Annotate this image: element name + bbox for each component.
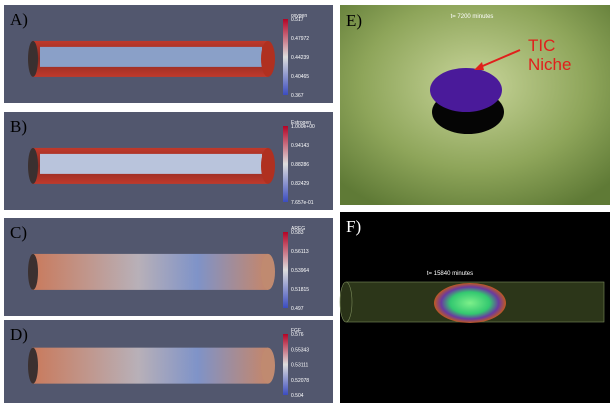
colorbar-tick-label: 0.367 (291, 93, 304, 99)
colorbar-title: AREG (291, 226, 305, 232)
colorbar-tick-label: 0.497 (291, 306, 304, 312)
tumor (434, 283, 506, 323)
colorbar-tick-label: 0.40465 (291, 74, 309, 80)
colorbar-title: FGF (291, 328, 301, 334)
tic-niche-cluster (430, 68, 502, 112)
colorbar-tick-label: 1.000e+00 (291, 124, 315, 130)
duct-end (261, 347, 275, 384)
panel-label: A) (10, 10, 28, 29)
colorbar-tick-label: 0.52078 (291, 378, 309, 384)
duct-end (28, 347, 38, 384)
colorbar-tick-label: 0.576 (291, 332, 304, 338)
panel-label: F) (346, 217, 361, 236)
panel-label: B) (10, 117, 27, 136)
colorbar (283, 126, 288, 202)
duct-interior (40, 153, 262, 174)
duct-end (261, 40, 275, 77)
duct-end (28, 147, 38, 184)
duct-end (28, 253, 38, 290)
colorbar (283, 19, 288, 95)
colorbar-title: Estrogen (291, 120, 311, 126)
colorbar-tick-label: 0.53111 (291, 363, 309, 369)
duct-interior (40, 46, 262, 67)
colorbar-tick-label: 0.55343 (291, 347, 309, 353)
colorbar-tick-label: 0.51815 (291, 287, 309, 293)
colorbar-tick-label: 0.53964 (291, 268, 309, 274)
duct (32, 253, 268, 290)
colorbar-tick-label: 0.504 (291, 393, 304, 399)
colorbar-tick-label: 0.82429 (291, 181, 309, 187)
arrow-head (474, 62, 484, 70)
time-label: t= 15840 minutes (427, 271, 473, 277)
colorbar-tick-label: 7.657e-01 (291, 200, 314, 206)
colorbar-tick-label: 0.47972 (291, 36, 309, 42)
duct (32, 347, 268, 384)
annotation: TIC Niche (528, 36, 572, 74)
colorbar-tick-label: 0.88286 (291, 162, 309, 168)
panel-label: D) (10, 325, 28, 344)
colorbar-tick-label: 0.44239 (291, 55, 309, 61)
colorbar (283, 334, 288, 395)
duct-end (261, 147, 275, 184)
colorbar-tick-label: 0.583 (291, 230, 304, 236)
panel-label: C) (10, 223, 27, 242)
colorbar-tick-label: 0.56113 (291, 249, 309, 255)
duct-end (28, 40, 38, 77)
colorbar-title: oxygen (291, 13, 307, 19)
duct-end (339, 281, 353, 323)
colorbar-tick-label: 0.517 (291, 17, 304, 23)
duct-end (261, 253, 275, 290)
panel-label: E) (346, 11, 362, 30)
arrow (477, 49, 521, 69)
time-label: t= 7200 minutes (451, 14, 494, 20)
colorbar (283, 232, 288, 308)
colorbar-tick-label: 0.94143 (291, 143, 309, 149)
